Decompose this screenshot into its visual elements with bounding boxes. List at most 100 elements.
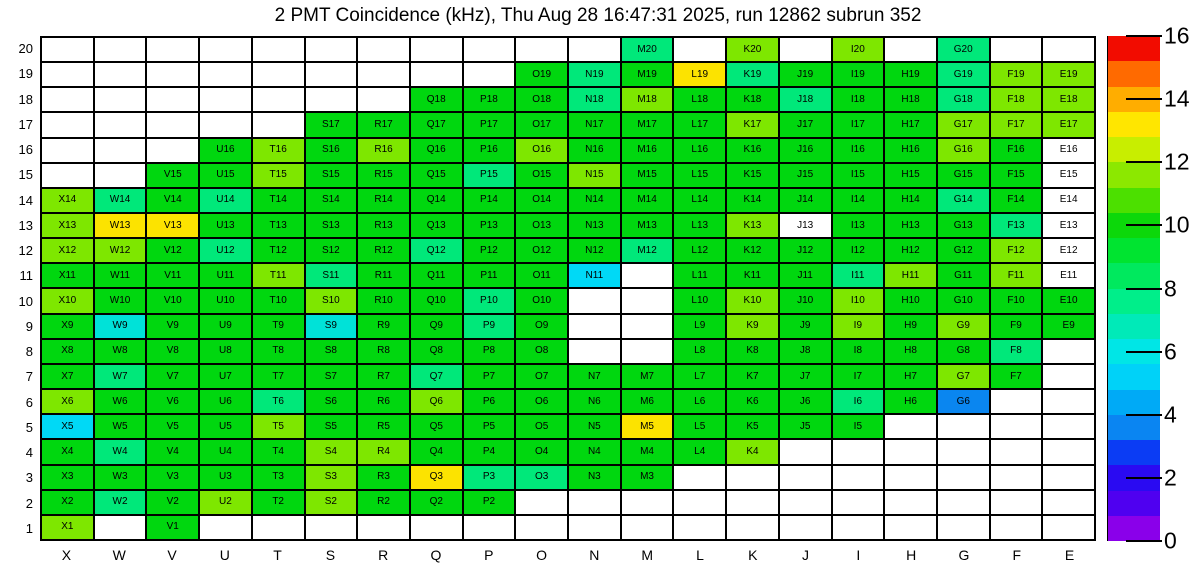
- cell-label: O12: [532, 244, 552, 256]
- cell-label: J6: [799, 395, 811, 407]
- col-label: O: [536, 547, 548, 563]
- cell-label: V9: [166, 320, 179, 332]
- cell-S7: S7: [304, 363, 358, 390]
- cell-G6: G6: [936, 389, 990, 415]
- colorbar-tick-label: 12: [1164, 148, 1190, 175]
- cell-label: U4: [219, 445, 232, 457]
- cell-E17: E17: [1042, 112, 1095, 138]
- cell-label: N5: [587, 420, 601, 432]
- cell-X2: X2: [41, 489, 94, 515]
- cell-E10: E10: [1042, 288, 1095, 314]
- cell-N17: N17: [568, 112, 621, 138]
- empty-cell: [41, 112, 94, 138]
- cell-label: K6: [746, 395, 759, 407]
- cell-T14: T14: [251, 187, 305, 214]
- cell-label: W7: [112, 370, 128, 382]
- col-label: E: [1064, 547, 1075, 563]
- cell-label: K15: [743, 169, 762, 181]
- col-label: U: [219, 547, 230, 563]
- cell-R6: R6: [357, 389, 410, 415]
- cell-label: G17: [953, 119, 973, 131]
- cell-label: W11: [110, 269, 130, 281]
- cell-label: I20: [850, 43, 865, 55]
- cell-label: U5: [219, 420, 232, 432]
- empty-cell: [778, 489, 832, 515]
- cell-label: F16: [1007, 144, 1025, 156]
- cell-label: S4: [324, 445, 337, 457]
- empty-cell: [515, 37, 568, 63]
- empty-cell: [778, 37, 832, 63]
- col-label: J: [802, 547, 810, 563]
- empty-cell: [41, 162, 94, 188]
- cell-K20: K20: [726, 37, 779, 63]
- cell-W7: W7: [93, 363, 147, 390]
- cell-label: I18: [850, 93, 865, 105]
- cell-Q10: Q10: [409, 288, 463, 314]
- cell-S11: S11: [304, 263, 358, 289]
- row-label: 13: [18, 217, 33, 233]
- cell-X10: X10: [41, 288, 94, 314]
- empty-cell: [304, 62, 358, 88]
- cell-label: F14: [1007, 194, 1025, 206]
- cell-label: J18: [797, 93, 814, 105]
- cell-label: I6: [853, 395, 863, 407]
- cell-M19: M19: [620, 62, 674, 88]
- cell-label: U9: [219, 320, 232, 332]
- cell-I14: I14: [831, 187, 885, 214]
- cell-U6: U6: [199, 389, 252, 415]
- cell-label: U13: [216, 219, 235, 231]
- cell-label: S6: [324, 395, 337, 407]
- cell-label: W10: [109, 295, 131, 307]
- cell-W4: W4: [93, 439, 147, 465]
- cell-Q3: Q3: [409, 464, 463, 490]
- empty-cell: [620, 263, 674, 289]
- cell-H7: H7: [884, 363, 937, 390]
- empty-cell: [936, 489, 990, 515]
- cell-M13: M13: [620, 213, 674, 239]
- cell-label: H17: [901, 119, 920, 131]
- empty-cell: [409, 37, 463, 63]
- cell-label: J16: [797, 144, 814, 156]
- cell-L4: L4: [673, 439, 727, 465]
- cell-label: N14: [585, 194, 604, 206]
- cell-label: U10: [216, 295, 235, 307]
- cell-P8: P8: [462, 338, 516, 364]
- cell-I10: I10: [831, 288, 885, 314]
- colorbar-band: [1108, 364, 1160, 390]
- cell-M5: M5: [620, 414, 674, 440]
- cell-N14: N14: [568, 187, 621, 214]
- cell-label: F9: [1010, 320, 1022, 332]
- cell-label: J5: [799, 420, 811, 432]
- cell-P7: P7: [462, 363, 516, 390]
- cell-P3: P3: [462, 464, 516, 490]
- cell-F17: F17: [989, 112, 1043, 138]
- cell-label: S2: [324, 496, 337, 508]
- cell-R3: R3: [357, 464, 410, 490]
- cell-label: J17: [797, 119, 814, 131]
- cell-R4: R4: [357, 439, 410, 465]
- colorbar-tick-label: 8: [1164, 275, 1177, 301]
- cell-label: F19: [1007, 68, 1025, 80]
- empty-cell: [989, 389, 1043, 415]
- cell-label: S7: [324, 370, 337, 382]
- cell-label: I14: [850, 194, 865, 206]
- cell-label: O17: [532, 119, 552, 131]
- cell-label: U11: [216, 269, 235, 281]
- cell-label: P13: [480, 219, 498, 231]
- colorbar-tick: [1126, 413, 1162, 416]
- empty-cell: [462, 514, 516, 540]
- cell-J8: J8: [778, 338, 832, 364]
- cell-I5: I5: [831, 414, 885, 440]
- cell-label: H19: [901, 68, 920, 80]
- cell-label: M20: [637, 43, 657, 55]
- cell-label: P16: [480, 144, 498, 156]
- cell-label: G19: [953, 68, 973, 80]
- cell-G13: G13: [936, 213, 990, 239]
- empty-cell: [146, 112, 200, 138]
- cell-label: R13: [374, 219, 393, 231]
- cell-label: S16: [321, 144, 340, 156]
- cell-label: W13: [109, 219, 131, 231]
- cell-label: J13: [797, 219, 814, 231]
- empty-cell: [884, 37, 937, 63]
